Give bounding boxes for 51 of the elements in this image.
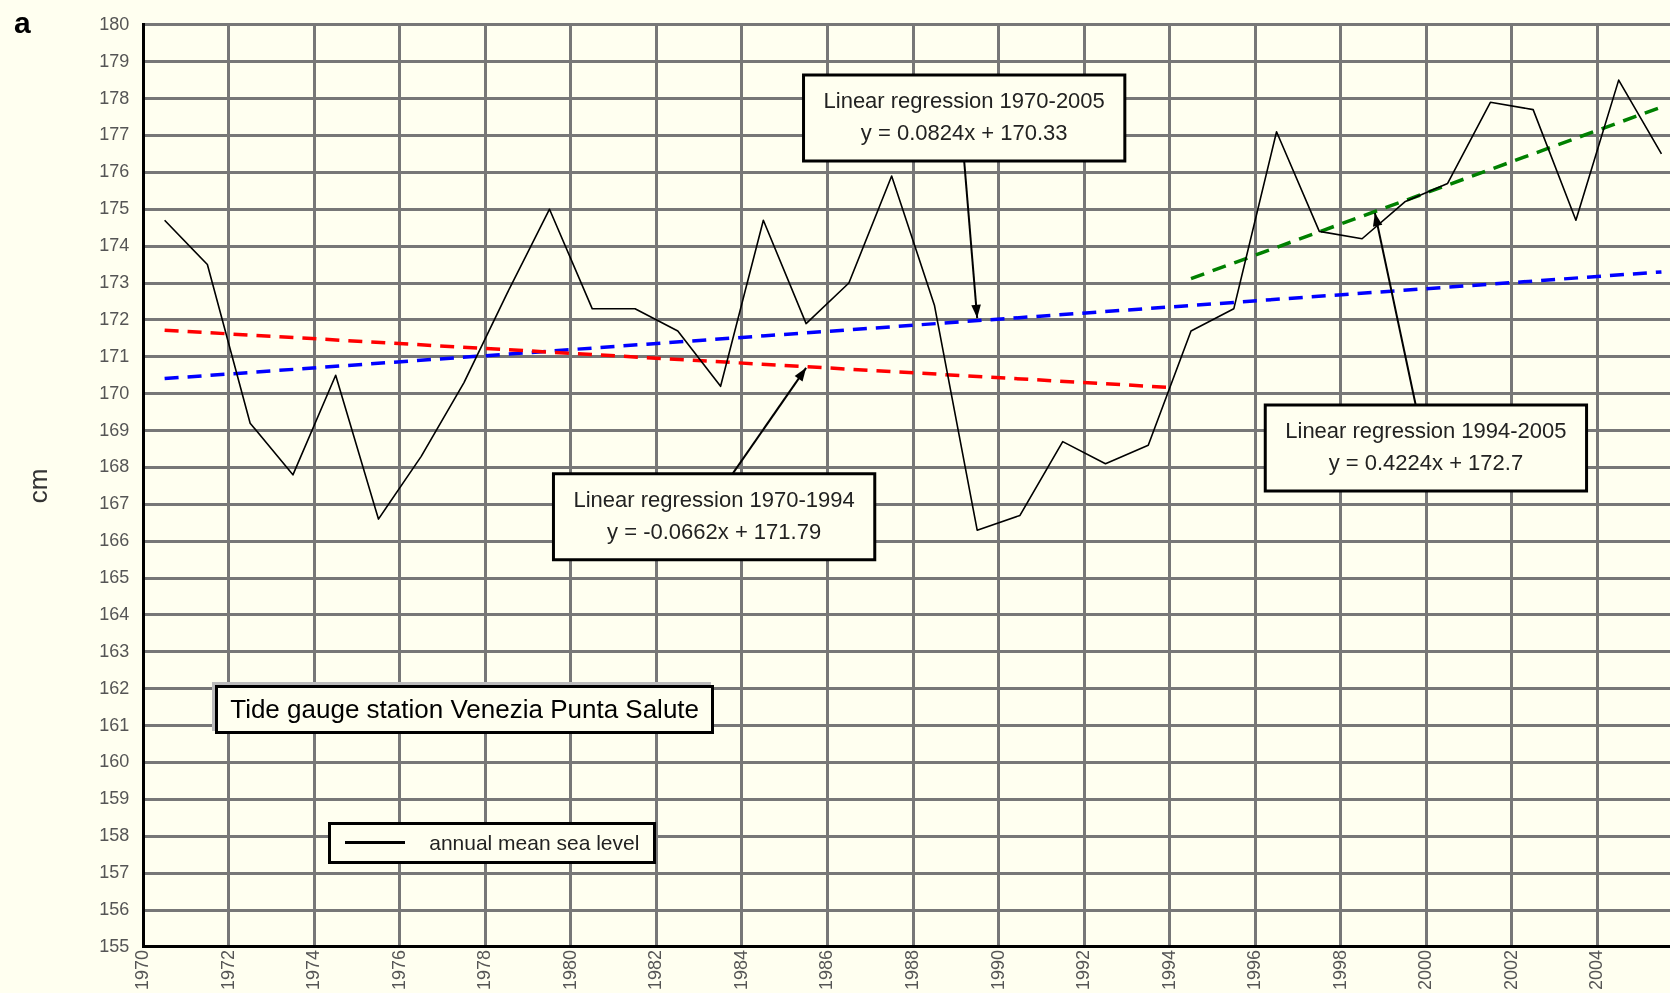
- x-tick-label: 1972: [217, 949, 238, 990]
- y-tick-label: 175: [99, 198, 130, 219]
- y-tick-label: 159: [99, 788, 130, 809]
- y-tick-label: 173: [99, 271, 130, 292]
- y-tick-label: 176: [99, 161, 130, 182]
- y-tick-label: 157: [99, 862, 130, 883]
- y-tick-label: 158: [99, 825, 130, 846]
- x-tick-label: 1998: [1329, 949, 1350, 990]
- y-tick-label: 161: [99, 714, 130, 735]
- x-tick-label: 1992: [1073, 949, 1094, 990]
- x-tick-label: 1976: [388, 949, 409, 990]
- y-tick-label: 165: [99, 567, 130, 588]
- y-tick-label: 171: [99, 345, 130, 366]
- x-tick-label: 1996: [1244, 949, 1265, 990]
- legend-label: annual mean sea level: [429, 830, 640, 855]
- y-tick-label: 170: [99, 382, 130, 403]
- y-tick-label: 174: [99, 235, 130, 256]
- annotation: Linear regression 1970-1994 y = -0.0662x + 171.79: [573, 486, 855, 544]
- x-tick-label: 2004: [1586, 949, 1607, 990]
- y-tick-label: 160: [99, 751, 130, 772]
- y-tick-label: 166: [99, 530, 130, 551]
- y-tick-label: 167: [99, 493, 130, 514]
- y-tick-label: 178: [99, 87, 130, 108]
- x-tick-label: 1994: [1158, 949, 1179, 990]
- y-tick-label: 169: [99, 419, 130, 440]
- x-tick-label: 1974: [303, 949, 324, 990]
- y-tick-label: 168: [99, 456, 130, 477]
- y-tick-label: 177: [99, 124, 130, 145]
- x-tick-label: 1970: [132, 949, 153, 990]
- annotation: Linear regression 1970-2005 y = 0.0824x + 170.33: [823, 88, 1105, 146]
- annotation: Linear regression 1994-2005 y = 0.4224x + 172.7: [1285, 417, 1567, 475]
- x-tick-label: 2002: [1500, 949, 1521, 990]
- y-tick-label: 179: [99, 50, 130, 71]
- x-tick-label: 1986: [816, 949, 837, 990]
- x-tick-label: 2000: [1415, 949, 1436, 990]
- y-tick-label: 155: [99, 935, 130, 956]
- y-tick-label: 162: [99, 677, 130, 698]
- y-tick-label: 163: [99, 640, 130, 661]
- annotation: Tide gauge station Venezia Punta Salute: [215, 684, 715, 734]
- x-tick-label: 1990: [987, 949, 1008, 990]
- x-tick-label: 1980: [559, 949, 580, 990]
- x-tick-label: 1982: [645, 949, 666, 990]
- x-tick-label: 1988: [902, 949, 922, 990]
- y-tick-label: 180: [99, 13, 130, 34]
- x-tick-label: 1978: [474, 949, 495, 990]
- y-tick-label: 156: [99, 899, 130, 920]
- text: a: [14, 6, 31, 40]
- x-tick-label: 1984: [730, 949, 751, 990]
- y-tick-label: 164: [99, 603, 130, 624]
- y-tick-label: 172: [99, 308, 130, 329]
- y-axis-title: cm: [22, 468, 53, 504]
